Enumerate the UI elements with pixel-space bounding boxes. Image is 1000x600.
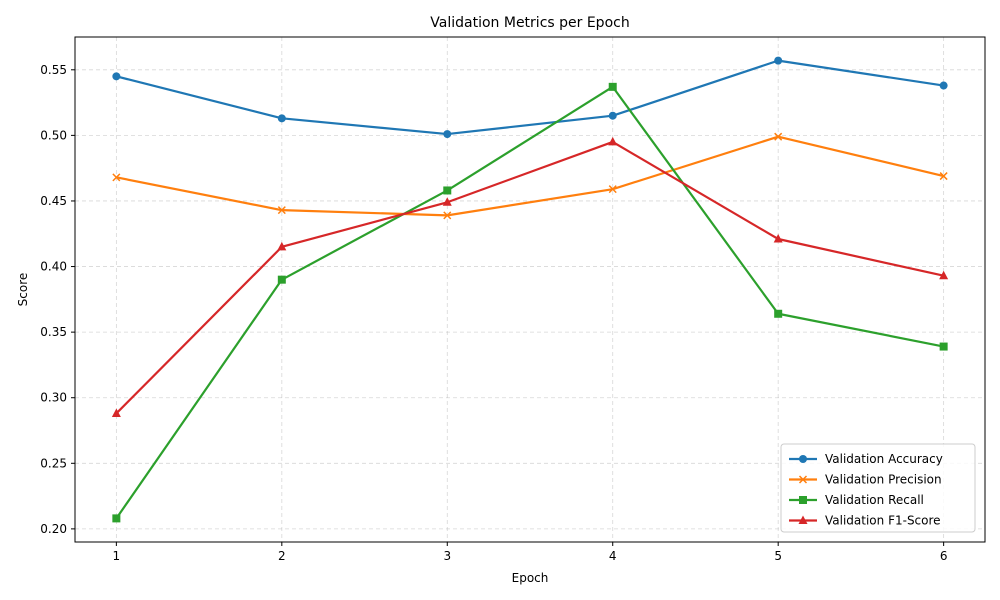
plot-frame bbox=[74, 36, 986, 543]
legend-item: Validation Accuracy bbox=[789, 452, 943, 466]
series-validation-recall bbox=[112, 82, 948, 523]
chart-title: Validation Metrics per Epoch bbox=[430, 15, 629, 31]
y-tick-label: 0.30 bbox=[40, 391, 67, 405]
data-point bbox=[939, 81, 948, 90]
legend-marker bbox=[799, 496, 807, 504]
data-point bbox=[774, 132, 783, 141]
data-point bbox=[608, 136, 618, 146]
data-point bbox=[442, 197, 452, 206]
data-point bbox=[277, 275, 286, 284]
data-point bbox=[774, 309, 783, 318]
series-layer bbox=[111, 56, 949, 523]
data-point bbox=[112, 173, 121, 182]
y-tick-label: 0.55 bbox=[40, 63, 67, 77]
data-point bbox=[608, 111, 617, 120]
legend-box bbox=[780, 443, 976, 533]
legend: Validation Accuracy Validation Precision V… bbox=[780, 443, 976, 533]
data-point bbox=[277, 114, 286, 123]
x-axis-label: Epoch bbox=[512, 571, 549, 585]
legend-label: Validation F1-Score bbox=[825, 514, 941, 528]
legend-marker bbox=[798, 475, 808, 484]
legend-item: Validation F1-Score bbox=[789, 514, 941, 528]
legend-item: Validation Recall bbox=[789, 493, 924, 507]
data-point bbox=[443, 211, 452, 220]
y-tick-label: 0.40 bbox=[40, 260, 67, 274]
y-tick-label: 0.25 bbox=[40, 456, 67, 470]
x-tick-label: 5 bbox=[774, 549, 782, 563]
data-point bbox=[443, 130, 452, 139]
x-axis: 1 2 3 4 5 6 bbox=[113, 542, 948, 563]
legend-item: Validation Precision bbox=[789, 473, 942, 487]
series-validation-accuracy bbox=[112, 56, 948, 139]
y-axis: 0.20 0.25 0.30 0.35 0.40 0.45 0.50 0.55 bbox=[40, 63, 75, 536]
series-line bbox=[115, 140, 944, 415]
data-point bbox=[112, 72, 121, 81]
y-tick-label: 0.35 bbox=[40, 325, 67, 339]
x-tick-label: 6 bbox=[940, 549, 948, 563]
y-axis-label: Score bbox=[16, 273, 30, 307]
data-point bbox=[112, 514, 121, 523]
data-point bbox=[608, 185, 617, 194]
x-tick-label: 2 bbox=[278, 549, 286, 563]
y-tick-label: 0.50 bbox=[40, 128, 67, 142]
data-point bbox=[277, 241, 287, 251]
series-validation-f1-score bbox=[111, 136, 949, 417]
legend-label: Validation Precision bbox=[825, 473, 942, 487]
series-line bbox=[116, 135, 944, 217]
y-tick-label: 0.45 bbox=[40, 194, 67, 208]
x-tick-label: 4 bbox=[609, 549, 617, 563]
data-point bbox=[277, 206, 286, 215]
data-point bbox=[443, 186, 452, 195]
legend-marker bbox=[799, 455, 807, 463]
series-validation-precision bbox=[112, 132, 948, 220]
data-point bbox=[608, 82, 617, 91]
data-point bbox=[774, 56, 783, 65]
legend-label: Validation Accuracy bbox=[825, 452, 943, 466]
x-tick-label: 3 bbox=[443, 549, 451, 563]
legend-marker bbox=[798, 515, 808, 524]
series-line bbox=[115, 85, 944, 520]
legend-label: Validation Recall bbox=[825, 493, 924, 507]
series-line bbox=[116, 59, 944, 136]
data-point bbox=[773, 234, 783, 243]
x-tick-label: 1 bbox=[113, 549, 121, 563]
y-tick-label: 0.20 bbox=[40, 522, 67, 536]
data-point bbox=[939, 342, 948, 351]
data-point bbox=[111, 408, 121, 417]
data-point bbox=[939, 172, 948, 181]
data-point bbox=[939, 270, 949, 280]
